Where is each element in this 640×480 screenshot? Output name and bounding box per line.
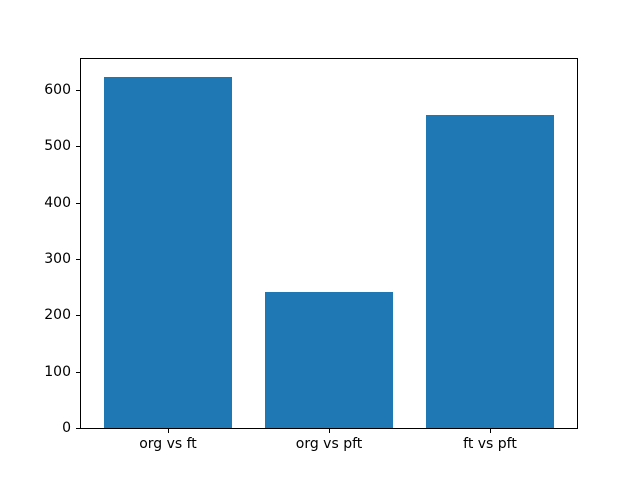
y-tick-label: 0	[62, 420, 71, 436]
x-tick-mark	[490, 429, 491, 433]
y-tick-mark	[76, 371, 80, 373]
y-tick-mark	[76, 90, 80, 91]
y-tick-mark	[76, 202, 80, 204]
y-tick-label: 200	[44, 307, 71, 324]
bar-org-vs-pft	[264, 291, 394, 428]
bar-ft-vs-pft	[425, 115, 555, 428]
y-tick-label: 600	[44, 82, 71, 98]
x-tick-mark	[329, 429, 330, 433]
x-tick-label: org vs ft	[139, 436, 197, 452]
y-tick-label: 300	[44, 251, 71, 267]
y-tick-label: 500	[44, 138, 71, 155]
y-tick-mark	[76, 259, 80, 260]
bar-org-vs-ft	[103, 76, 233, 428]
x-tick-label: org vs pft	[295, 436, 363, 452]
y-tick-mark	[76, 146, 80, 148]
y-tick-mark	[76, 428, 80, 429]
y-tick-mark	[76, 315, 80, 317]
x-tick-mark	[168, 429, 169, 433]
y-tick-label: 100	[44, 363, 71, 380]
plot-area	[80, 58, 578, 429]
y-tick-label: 400	[44, 194, 71, 211]
x-tick-label: ft vs pft	[463, 436, 517, 452]
